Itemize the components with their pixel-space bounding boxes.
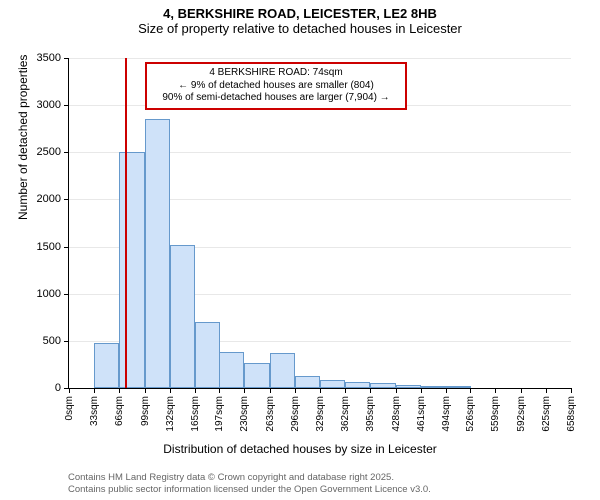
x-tick-label: 0sqm	[64, 388, 75, 420]
y-tick-label: 3000	[37, 99, 69, 111]
chart-title-main: 4, BERKSHIRE ROAD, LEICESTER, LE2 8HB	[0, 0, 600, 21]
histogram-bar	[119, 152, 144, 388]
histogram-bar	[219, 352, 244, 388]
annotation-line-2: ← 9% of detached houses are smaller (804…	[153, 80, 399, 93]
attribution-line-2: Contains public sector information licen…	[68, 484, 431, 496]
x-tick-label: 230sqm	[239, 388, 250, 432]
x-tick-label: 395sqm	[365, 388, 376, 432]
histogram-bar	[320, 380, 345, 388]
chart-title-sub: Size of property relative to detached ho…	[0, 21, 600, 36]
attribution-line-1: Contains HM Land Registry data © Crown c…	[68, 472, 431, 484]
y-tick-label: 1000	[37, 288, 69, 300]
histogram-bar	[270, 353, 295, 388]
x-tick-label: 33sqm	[89, 388, 100, 426]
y-tick-label: 2500	[37, 146, 69, 158]
histogram-bar	[170, 245, 195, 388]
y-tick-label: 2000	[37, 193, 69, 205]
annotation-line-3: 90% of semi-detached houses are larger (…	[153, 92, 399, 105]
x-tick-label: 559sqm	[490, 388, 501, 432]
x-tick-label: 362sqm	[340, 388, 351, 432]
gridline	[69, 58, 571, 59]
x-tick-label: 132sqm	[165, 388, 176, 432]
marker-line	[125, 58, 127, 388]
y-tick-label: 500	[43, 335, 69, 347]
x-tick-label: 494sqm	[441, 388, 452, 432]
y-axis-label: Number of detached properties	[16, 55, 30, 220]
histogram-bar	[295, 376, 320, 388]
attribution-text: Contains HM Land Registry data © Crown c…	[68, 472, 431, 496]
x-tick-label: 329sqm	[315, 388, 326, 432]
x-axis-label: Distribution of detached houses by size …	[0, 442, 600, 456]
x-tick-label: 658sqm	[566, 388, 577, 432]
x-tick-label: 165sqm	[190, 388, 201, 432]
histogram-bar	[244, 363, 269, 388]
x-tick-label: 461sqm	[416, 388, 427, 432]
x-tick-label: 296sqm	[290, 388, 301, 432]
annotation-box: 4 BERKSHIRE ROAD: 74sqm ← 9% of detached…	[145, 62, 407, 110]
x-tick-label: 428sqm	[391, 388, 402, 432]
histogram-bar	[195, 322, 220, 388]
y-tick-label: 3500	[37, 52, 69, 64]
chart-container: 4, BERKSHIRE ROAD, LEICESTER, LE2 8HB Si…	[0, 0, 600, 500]
x-tick-label: 99sqm	[140, 388, 151, 426]
x-tick-label: 263sqm	[265, 388, 276, 432]
x-tick-label: 592sqm	[516, 388, 527, 432]
histogram-bar	[94, 343, 119, 388]
y-tick-label: 1500	[37, 241, 69, 253]
x-tick-label: 526sqm	[465, 388, 476, 432]
x-tick-label: 66sqm	[114, 388, 125, 426]
annotation-line-1: 4 BERKSHIRE ROAD: 74sqm	[153, 67, 399, 80]
x-tick-label: 197sqm	[214, 388, 225, 432]
plot-area: 4 BERKSHIRE ROAD: 74sqm ← 9% of detached…	[68, 58, 571, 389]
x-tick-label: 625sqm	[541, 388, 552, 432]
histogram-bar	[145, 119, 170, 388]
